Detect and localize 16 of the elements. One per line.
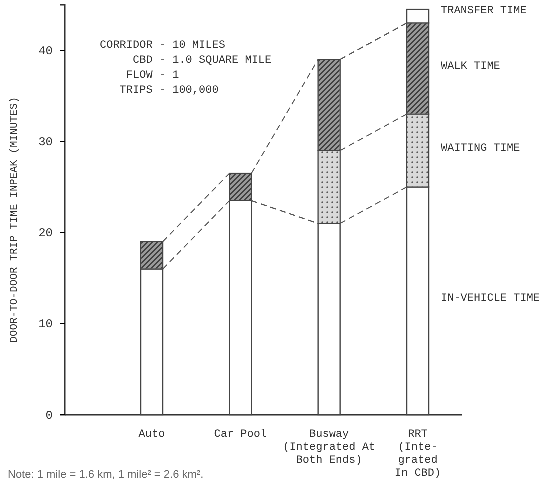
y-tick-label: 10 — [38, 318, 53, 332]
series-label: WALK TIME — [441, 60, 501, 73]
y-tick-label: 0 — [46, 408, 53, 423]
y-tick-label: 20 — [38, 226, 53, 241]
x-tick-label: RRT (Inte- grated In CBD) — [394, 429, 442, 480]
series-label: IN-VEHICLE TIME — [441, 293, 540, 306]
y-axis-title: DOOR-TO-DOOR TRIP TIME INPEAK (MINUTES) — [9, 97, 21, 343]
text: Note: 1 mile = 1.6 km, 1 mile² = 2.6 km². — [8, 469, 204, 481]
x-tick-label: Auto — [138, 429, 166, 441]
y-tick-label: 30 — [38, 136, 53, 150]
y-tick-label: 40 — [38, 44, 53, 58]
x-tick-label: Car Pool — [214, 429, 268, 441]
x-tick-label: Busway (Integrated At Both Ends) — [283, 429, 376, 467]
annotation: CORRIDOR - 10 MILES CBD - 1.0 SQUARE MILE FLOW - 1 TRIPS - 100,000 — [100, 40, 272, 97]
series-label: WAITING TIME — [441, 142, 521, 155]
series-label: TRANSFER TIME — [441, 6, 528, 18]
